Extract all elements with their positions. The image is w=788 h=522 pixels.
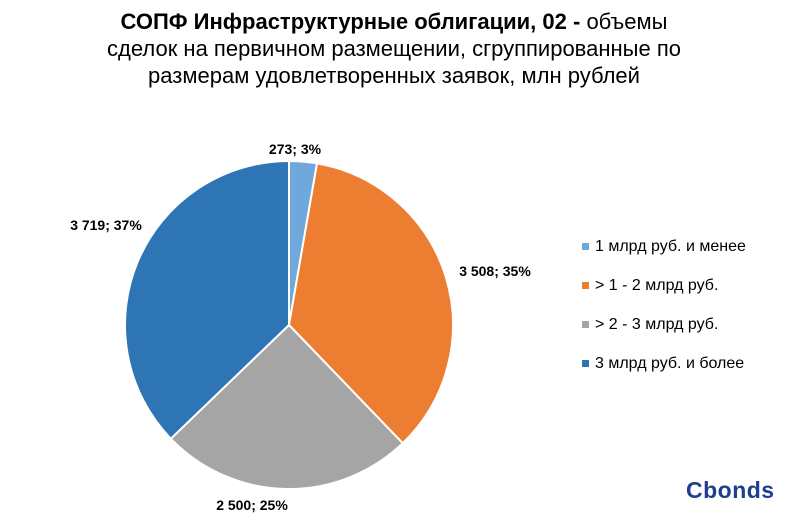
- legend-item-2: > 1 - 2 млрд руб.: [582, 276, 746, 295]
- cbonds-logo: Cbonds: [686, 477, 775, 503]
- legend-item-4: 3 млрд руб. и более: [582, 354, 746, 373]
- title-bold: СОПФ Инфраструктурные облигации, 02 -: [120, 9, 581, 34]
- data-label-1: 273; 3%: [269, 141, 322, 157]
- legend-swatch-2: [582, 282, 589, 289]
- legend-swatch-3: [582, 321, 589, 328]
- data-label-4: 3 719; 37%: [70, 217, 142, 233]
- title-line1-rest: объемы: [580, 9, 668, 34]
- chart-title: СОПФ Инфраструктурные облигации, 02 - об…: [0, 8, 788, 89]
- legend-item-1: 1 млрд руб. и менее: [582, 237, 746, 256]
- legend-swatch-1: [582, 243, 589, 250]
- data-label-3: 2 500; 25%: [216, 497, 288, 513]
- legend-swatch-4: [582, 360, 589, 367]
- legend-item-3: > 2 - 3 млрд руб.: [582, 315, 746, 334]
- title-line3: размерам удовлетворенных заявок, млн руб…: [148, 63, 640, 88]
- title-line2: сделок на первичном размещении, сгруппир…: [107, 36, 681, 61]
- data-label-2: 3 508; 35%: [459, 263, 531, 279]
- pie-slice-4: [124, 159, 290, 441]
- legend-label-3: > 2 - 3 млрд руб.: [595, 315, 719, 333]
- legend-label-4: 3 млрд руб. и более: [595, 354, 745, 372]
- legend: 1 млрд руб. и менее > 1 - 2 млрд руб. > …: [582, 237, 746, 393]
- legend-label-2: > 1 - 2 млрд руб.: [595, 276, 719, 294]
- pie-slice-2: [287, 162, 454, 445]
- pie-slice-3: [169, 323, 405, 490]
- legend-label-1: 1 млрд руб. и менее: [595, 237, 746, 255]
